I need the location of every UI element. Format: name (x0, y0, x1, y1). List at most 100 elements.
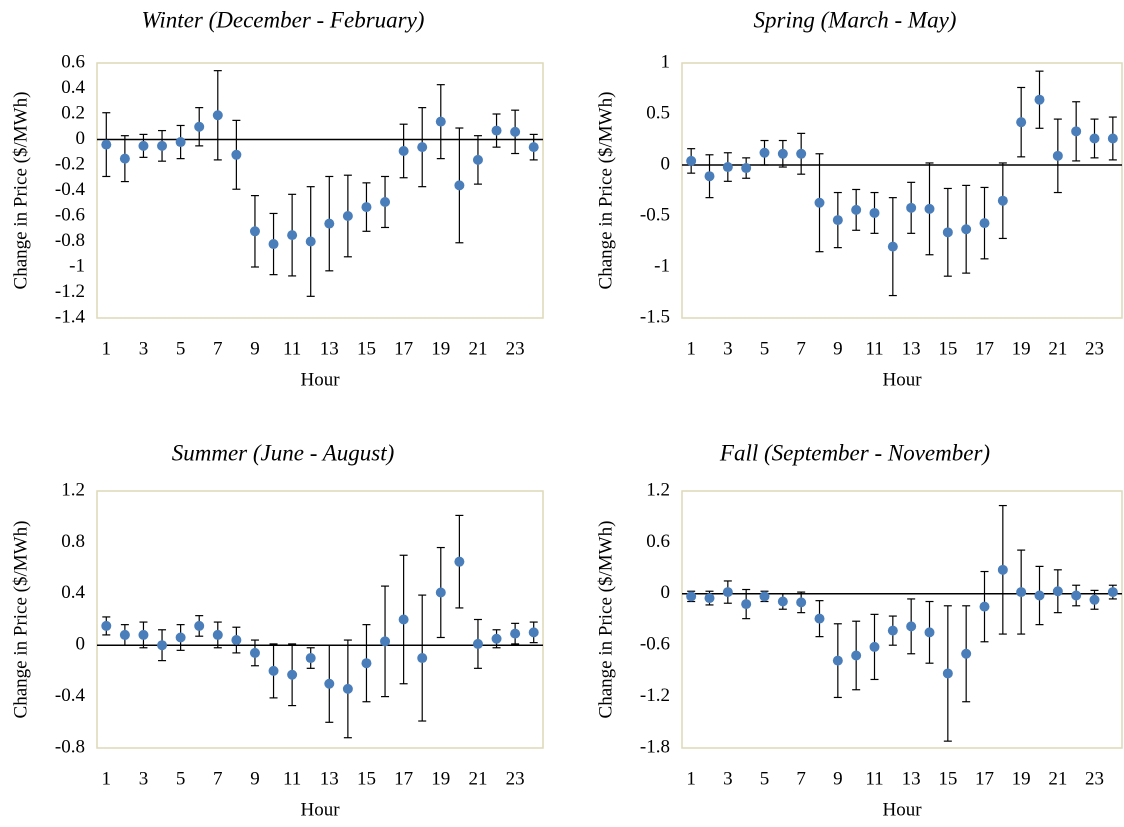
point (510, 628, 521, 639)
y-tick-label: -1.5 (640, 306, 670, 327)
x-tick-label: 17 (975, 338, 994, 359)
y-tick-label: 0 (76, 634, 86, 655)
x-tick-label: 21 (1048, 338, 1067, 359)
point (510, 126, 521, 137)
x-tick-label: 5 (176, 768, 186, 789)
x-tick-label: 23 (1085, 768, 1104, 789)
point (231, 635, 242, 646)
chart-title: Winter (December - February) (142, 7, 425, 32)
point (1016, 587, 1027, 598)
x-tick-label: 19 (1012, 338, 1031, 359)
chart-title: Spring (March - May) (754, 7, 957, 32)
x-tick-label: 5 (760, 338, 770, 359)
point (942, 668, 953, 679)
point (417, 653, 428, 664)
x-tick-label: 19 (431, 768, 450, 789)
y-tick-label: -1.4 (55, 306, 86, 327)
point (305, 236, 316, 247)
point (212, 629, 223, 640)
point (157, 640, 168, 651)
y-tick-label: 0 (661, 153, 671, 174)
y-tick-label: -1.8 (640, 736, 670, 757)
point (231, 149, 242, 160)
x-axis-label: Hour (300, 799, 340, 820)
x-tick-label: 13 (902, 338, 921, 359)
point (380, 636, 391, 647)
point (924, 203, 935, 214)
y-axis-label: Change in Price ($/MWh) (595, 521, 616, 719)
point (997, 564, 1008, 575)
point (491, 633, 502, 644)
x-tick-label: 21 (1048, 768, 1067, 789)
point (1107, 133, 1118, 144)
point (887, 625, 898, 636)
point (491, 125, 502, 136)
x-tick-label: 3 (139, 768, 149, 789)
point (342, 211, 353, 221)
point (175, 632, 186, 643)
chart-title: Summer (June - August) (172, 440, 395, 465)
x-tick-label: 5 (176, 338, 186, 359)
y-tick-label: 1.2 (646, 479, 670, 500)
x-tick-label: 3 (723, 338, 733, 359)
x-tick-label: 7 (796, 768, 806, 789)
y-axis-label: Change in Price ($/MWh) (10, 521, 31, 719)
point (342, 683, 353, 694)
point (887, 241, 898, 252)
y-tick-label: -0.5 (640, 204, 670, 225)
y-axis-label: Change in Price ($/MWh) (10, 92, 31, 290)
x-tick-label: 21 (468, 768, 487, 789)
point (454, 556, 465, 567)
y-tick-label: 0.2 (61, 102, 85, 123)
point (814, 613, 825, 624)
x-tick-label: 13 (320, 768, 339, 789)
chart-title: Fall (September - November) (719, 440, 990, 465)
point (997, 195, 1008, 206)
x-tick-label: 23 (506, 768, 525, 789)
x-tick-label: 15 (357, 768, 376, 789)
x-tick-label: 15 (357, 338, 376, 359)
point (249, 647, 260, 658)
x-axis-label: Hour (882, 799, 922, 820)
point (869, 641, 880, 652)
x-tick-label: 11 (865, 768, 883, 789)
point (759, 147, 770, 158)
x-tick-label: 19 (431, 338, 450, 359)
x-tick-label: 23 (1085, 338, 1104, 359)
y-tick-label: -0.6 (55, 204, 85, 225)
point (435, 116, 446, 127)
x-tick-label: 1 (686, 338, 696, 359)
x-tick-label: 9 (833, 768, 843, 789)
point (796, 148, 807, 159)
point (101, 139, 112, 150)
point (175, 137, 186, 148)
point (1016, 117, 1027, 128)
y-tick-label: 0.4 (61, 582, 85, 603)
y-tick-label: 1 (661, 51, 671, 72)
x-tick-label: 7 (796, 338, 806, 359)
point (1034, 590, 1045, 601)
point (194, 620, 205, 631)
y-tick-label: 0.8 (61, 531, 85, 552)
point (869, 207, 880, 218)
x-tick-label: 15 (938, 768, 957, 789)
x-tick-label: 15 (938, 338, 957, 359)
point (1089, 133, 1100, 144)
point (796, 597, 807, 608)
point (119, 629, 130, 640)
y-axis-label: Change in Price ($/MWh) (595, 92, 616, 290)
point (1034, 94, 1045, 105)
point (1089, 594, 1100, 605)
point (472, 154, 483, 165)
point (324, 678, 335, 689)
plot-area (96, 62, 544, 319)
point (722, 162, 733, 173)
x-tick-label: 7 (213, 768, 223, 789)
x-tick-label: 21 (468, 338, 487, 359)
point (268, 239, 279, 250)
x-tick-label: 9 (250, 338, 260, 359)
point (212, 110, 223, 121)
point (979, 218, 990, 229)
point (686, 155, 697, 166)
